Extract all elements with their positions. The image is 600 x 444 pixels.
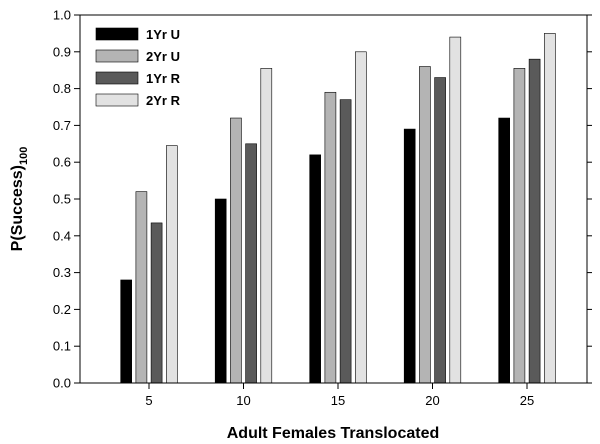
- legend-label: 2Yr U: [146, 49, 180, 64]
- y-tick-label: 0.3: [53, 265, 71, 280]
- x-tick-label: 25: [520, 393, 534, 408]
- bar-2yr-u-20: [419, 66, 431, 384]
- bar-1yr-r-20: [434, 77, 446, 384]
- x-tick-label: 10: [236, 393, 250, 408]
- bar-1yr-u-5: [120, 279, 132, 384]
- bar-2yr-r-25: [543, 33, 556, 384]
- bars-layer: [120, 33, 556, 384]
- x-axis: 5 10 15 20 25: [145, 383, 534, 408]
- x-axis-title: Adult Females Translocated: [227, 425, 440, 442]
- y-axis-title-subscript: 100: [18, 147, 30, 165]
- y-tick-label: 0.2: [53, 302, 71, 317]
- bar-1yr-r-5: [150, 222, 163, 384]
- legend-label: 2Yr R: [146, 93, 181, 108]
- bar-2yr-r-10: [260, 68, 273, 384]
- bar-1yr-u-10: [214, 198, 227, 384]
- y-tick-label: 0.5: [53, 192, 71, 207]
- legend-label: 1Yr U: [146, 27, 180, 42]
- bar-1yr-u-15: [309, 154, 322, 384]
- legend-swatch: [95, 49, 139, 63]
- bar-2yr-r-15: [354, 51, 367, 384]
- y-tick-label: 0.4: [53, 228, 71, 243]
- legend-swatch: [95, 27, 139, 41]
- bar-2yr-u-10: [230, 117, 242, 384]
- legend-label: 1Yr R: [146, 71, 181, 86]
- bar-1yr-u-20: [403, 128, 416, 384]
- bar-2yr-u-15: [324, 91, 337, 384]
- y-tick-label: 0.1: [53, 339, 71, 354]
- y-tick-label: 0.0: [53, 376, 71, 391]
- y-axis: 0.0 0.1 0.2 0.3 0.4 0.5 0.6 0.7 0.8 0.9 1.0: [53, 8, 592, 391]
- y-axis-title-main: P(Success): [9, 165, 26, 251]
- y-axis-title: P(Success)100: [9, 147, 30, 252]
- y-tick-label: 0.6: [53, 155, 71, 170]
- x-tick-label: 20: [425, 393, 439, 408]
- bar-1yr-u-25: [498, 117, 511, 384]
- x-tick-label: 5: [145, 393, 152, 408]
- bar-2yr-u-5: [135, 191, 148, 384]
- bar-1yr-r-10: [245, 143, 257, 384]
- legend: 1Yr U 2Yr U 1Yr R 2Yr R: [95, 27, 181, 108]
- y-tick-label: 0.8: [53, 81, 71, 96]
- legend-swatch: [95, 93, 139, 107]
- y-tick-label: 0.7: [53, 118, 71, 133]
- x-tick-label: 15: [331, 393, 345, 408]
- bar-2yr-u-25: [513, 68, 526, 384]
- legend-swatch: [95, 71, 139, 85]
- y-tick-label: 0.9: [53, 44, 71, 59]
- bar-2yr-r-5: [166, 145, 178, 384]
- y-tick-label: 1.0: [53, 8, 71, 23]
- bar-1yr-r-15: [339, 99, 352, 384]
- bar-2yr-r-20: [449, 36, 462, 384]
- bar-1yr-r-25: [528, 58, 541, 384]
